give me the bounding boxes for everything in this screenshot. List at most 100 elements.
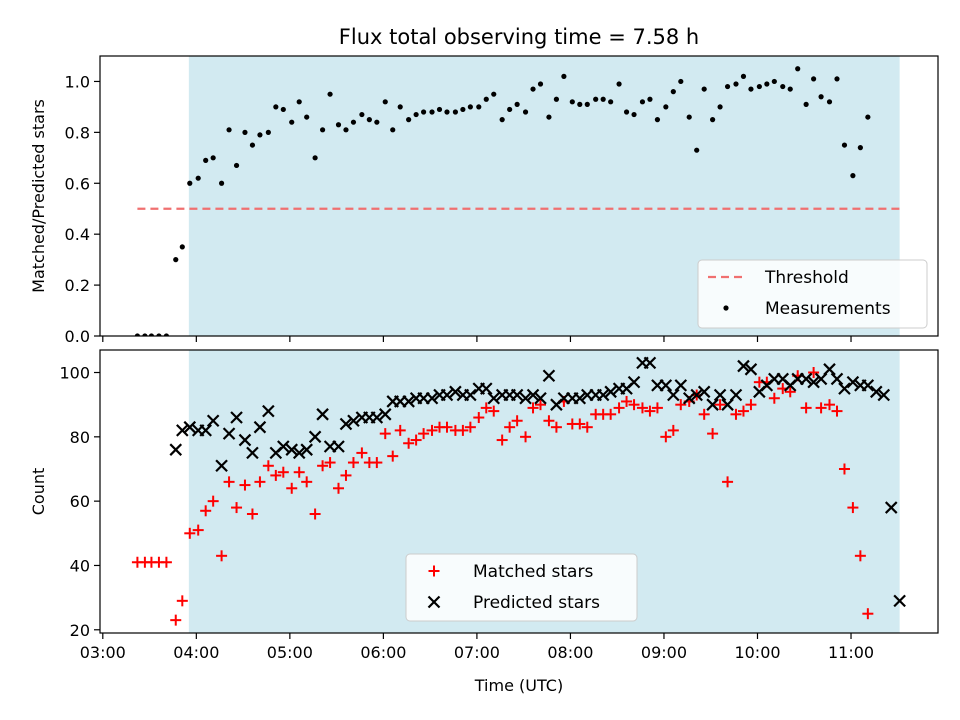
data-point [378,408,392,421]
data-point [799,372,813,386]
data-point [195,175,201,181]
data-point [464,421,476,433]
data-point [675,399,687,411]
data-point [537,81,544,87]
data-point [768,392,780,404]
data-point [429,109,435,115]
data-point [359,111,365,118]
legend-x-swatch [427,595,441,609]
data-point [366,117,372,123]
data-point [581,421,593,433]
data-point [382,99,388,105]
data-point [418,428,430,440]
data-point [815,402,827,414]
data-point [296,99,302,105]
data-point [838,382,851,395]
x-tick-label: 04:00 [173,643,219,662]
x-tick-label: 09:00 [641,643,687,662]
data-point [350,119,357,125]
data-point [199,424,212,437]
data-point [413,111,419,118]
data-point [457,424,469,436]
data-point [636,402,648,414]
data-point [403,437,415,449]
y-tick-label: 80 [70,428,90,447]
data-point [238,433,252,447]
data-point [631,111,637,118]
data-point [647,96,653,102]
data-point [862,608,874,620]
data-point [339,417,353,431]
data-point [733,81,739,87]
data-point [464,388,477,402]
data-point [347,414,360,428]
data-point [764,81,770,87]
data-point [170,614,182,626]
legend-label: Measurements [765,299,891,319]
data-point [616,81,622,87]
series-matched-stars [131,367,874,626]
data-point [496,434,508,446]
data-point [257,132,263,138]
data-point [254,476,266,488]
data-point [231,502,243,514]
data-point [262,460,274,472]
data-point [444,109,450,115]
data-point [561,73,567,79]
data-point [460,106,466,113]
data-point [216,550,228,562]
data-point [857,145,863,151]
y-tick-label: 0.0 [65,327,90,346]
data-point [253,420,267,434]
data-point [304,114,310,120]
data-point [730,408,742,420]
data-point [737,405,749,417]
data-point [200,505,212,517]
data-point [811,76,817,82]
y-tick-label: 20 [70,621,90,640]
data-point [826,99,833,105]
data-point [309,508,321,520]
data-point [608,99,614,105]
data-point [744,363,758,376]
data-point [623,109,630,115]
data-point [621,395,633,407]
data-point [507,106,513,113]
data-point [230,411,243,424]
data-point [543,415,555,427]
data-point [823,363,836,376]
data-point [807,375,820,389]
legend-label: Matched stars [473,562,593,582]
data-point [574,418,586,430]
data-point [242,129,248,135]
data-point [748,86,754,92]
data-point [402,395,415,408]
data-point [187,180,193,186]
data-point [535,399,547,411]
data-point [897,0,902,3]
data-point [584,101,590,107]
data-point [300,443,313,456]
data-point [670,89,676,95]
data-point [148,333,155,336]
data-point [787,86,793,92]
data-point [262,404,275,418]
data-point [694,147,700,153]
data-point [308,430,322,444]
data-point [270,469,282,481]
data-point [286,482,298,494]
data-point [160,556,172,568]
data-point [889,0,894,3]
data-point [663,104,669,110]
data-point [690,388,703,402]
data-point [277,440,290,453]
data-point [546,114,552,120]
data-point [701,86,707,92]
data-point [319,127,326,133]
data-point [293,466,305,478]
data-point [379,428,391,440]
plot-area [131,356,906,626]
data-point [479,382,493,395]
legend: Threshold Measurements [697,259,928,329]
axes-frame [99,55,939,337]
